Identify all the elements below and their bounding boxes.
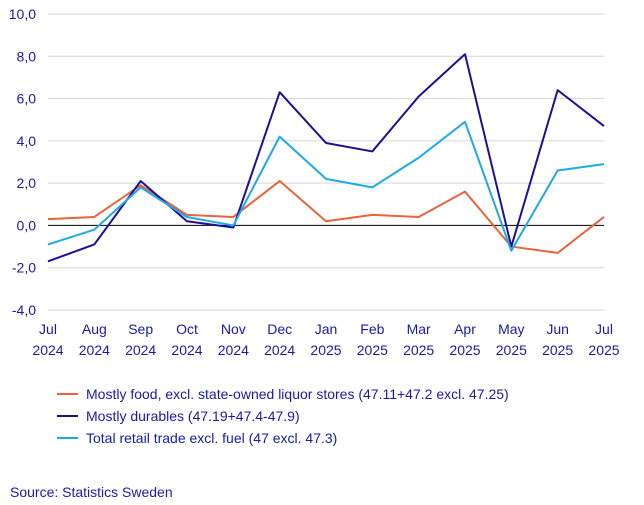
y-tick-label: -2,0 xyxy=(12,260,36,276)
x-tick-year: 2025 xyxy=(496,342,527,358)
x-tick-month: Feb xyxy=(360,321,384,337)
x-tick-month: Sep xyxy=(128,321,153,337)
x-tick-year: 2025 xyxy=(588,342,619,358)
y-tick-label: 6,0 xyxy=(17,91,37,107)
x-tick-month: Oct xyxy=(176,321,198,337)
x-tick-month: Nov xyxy=(221,321,246,337)
y-tick-label: -4,0 xyxy=(12,302,36,318)
y-tick-label: 10,0 xyxy=(9,6,36,22)
x-tick-year: 2025 xyxy=(357,342,388,358)
y-tick-label: 8,0 xyxy=(17,48,37,64)
y-tick-label: 4,0 xyxy=(17,133,37,149)
x-tick-month: May xyxy=(498,321,524,337)
x-axis-ticks: Jul 2024 Aug 2024 Sep 2024 Oct 2024 Nov 2024 Dec 20… xyxy=(32,321,619,358)
legend-label-2: Mostly durables (47.19+47.4-47.9) xyxy=(86,408,300,424)
x-tick-year: 2025 xyxy=(403,342,434,358)
series-lines xyxy=(47,53,605,263)
series-line-3 xyxy=(47,120,605,252)
y-axis-ticks: 10,0 8,0 6,0 4,0 2,0 0,0 -2,0 -4,0 xyxy=(9,6,36,318)
x-tick-month: Jun xyxy=(546,321,569,337)
x-tick-month: Dec xyxy=(267,321,292,337)
x-tick-year: 2024 xyxy=(218,342,249,358)
series-line-2 xyxy=(47,53,605,263)
x-tick-month: Jul xyxy=(39,321,57,337)
x-tick-month: Mar xyxy=(407,321,431,337)
x-tick-year: 2024 xyxy=(79,342,110,358)
x-tick-year: 2025 xyxy=(449,342,480,358)
x-tick-year: 2024 xyxy=(32,342,63,358)
x-tick-year: 2024 xyxy=(264,342,295,358)
legend-label-1: Mostly food, excl. state-owned liquor st… xyxy=(86,386,509,402)
legend-label-3: Total retail trade excl. fuel (47 excl. … xyxy=(86,430,337,446)
source-note: Source: Statistics Sweden xyxy=(10,484,173,500)
x-tick-year: 2025 xyxy=(542,342,573,358)
x-tick-month: Jul xyxy=(595,321,613,337)
x-tick-year: 2024 xyxy=(125,342,156,358)
x-tick-month: Jan xyxy=(315,321,338,337)
x-tick-month: Aug xyxy=(82,321,107,337)
x-tick-year: 2025 xyxy=(310,342,341,358)
x-tick-month: Apr xyxy=(454,321,476,337)
legend: Mostly food, excl. state-owned liquor st… xyxy=(57,386,509,446)
x-tick-year: 2024 xyxy=(171,342,202,358)
grid-lines xyxy=(48,13,604,311)
y-tick-label: 0,0 xyxy=(17,217,37,233)
y-tick-label: 2,0 xyxy=(17,175,37,191)
